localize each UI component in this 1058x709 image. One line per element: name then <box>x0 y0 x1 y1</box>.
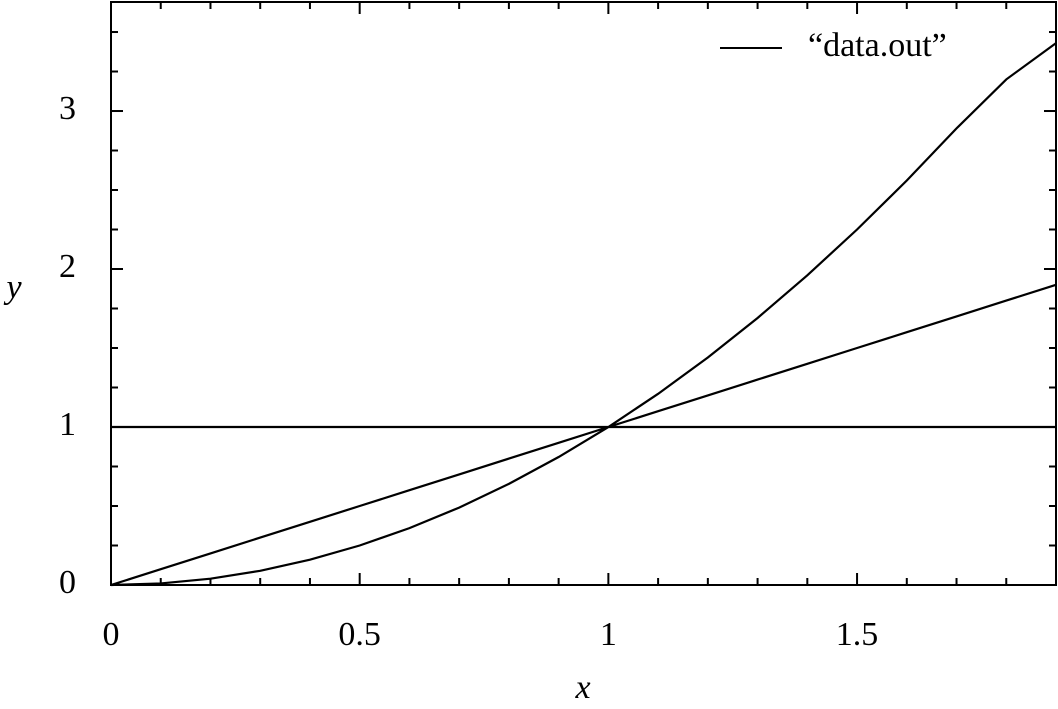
x-tick-label: 0 <box>103 616 120 653</box>
legend-label: “data.out” <box>808 27 947 64</box>
x-tick-label: 0.5 <box>338 616 381 653</box>
x-axis-label: x <box>574 669 590 706</box>
plot-frame <box>110 1 1057 586</box>
x-tick-label: 1.5 <box>836 616 879 653</box>
x-tick-label: 1 <box>600 616 617 653</box>
y-tick-label: 1 <box>59 406 76 443</box>
y-axis-label: y <box>3 269 22 306</box>
y-tick-label: 2 <box>59 248 76 285</box>
y-tick-label: 0 <box>59 564 76 601</box>
y-tick-label: 3 <box>59 90 76 127</box>
data-line <box>110 42 1057 587</box>
